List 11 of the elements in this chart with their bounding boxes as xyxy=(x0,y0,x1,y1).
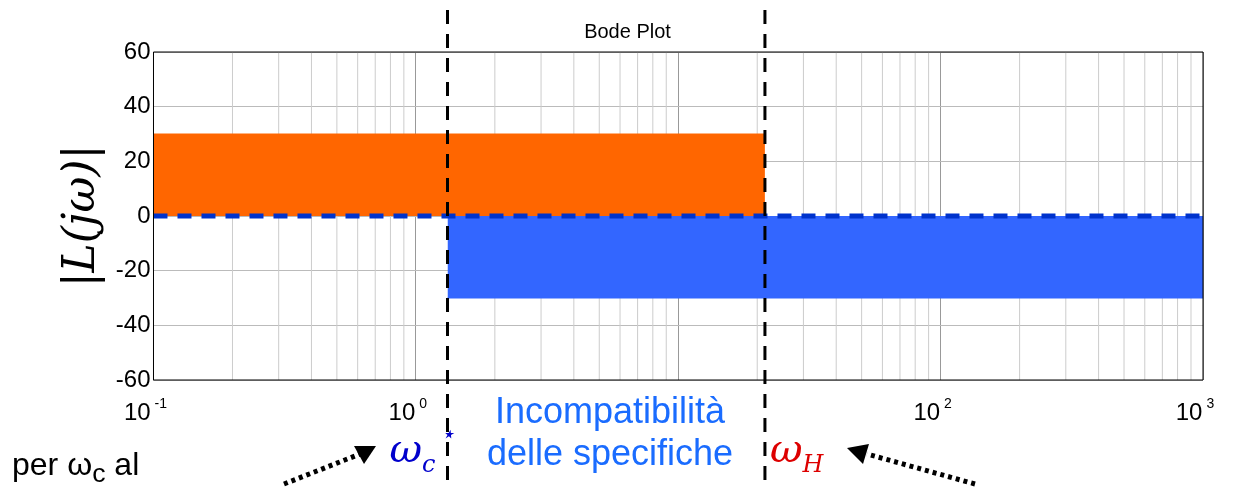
y-axis-title: |L(jω)| xyxy=(52,144,105,288)
y-tick-label: 60 xyxy=(123,36,151,64)
y-tick-label: -20 xyxy=(115,255,151,283)
y-tick-label: -40 xyxy=(115,309,151,337)
text: Incompatibilità delle specifiche xyxy=(485,390,735,474)
y-tick-label: 0 xyxy=(137,200,151,228)
y-tick-label: 20 xyxy=(123,145,151,173)
text: per ω$_{c}$ al xyxy=(12,446,140,488)
chart-title: Bode Plot xyxy=(584,19,672,42)
y-tick-label: 40 xyxy=(123,91,151,119)
y-tick-label: -60 xyxy=(115,364,151,392)
